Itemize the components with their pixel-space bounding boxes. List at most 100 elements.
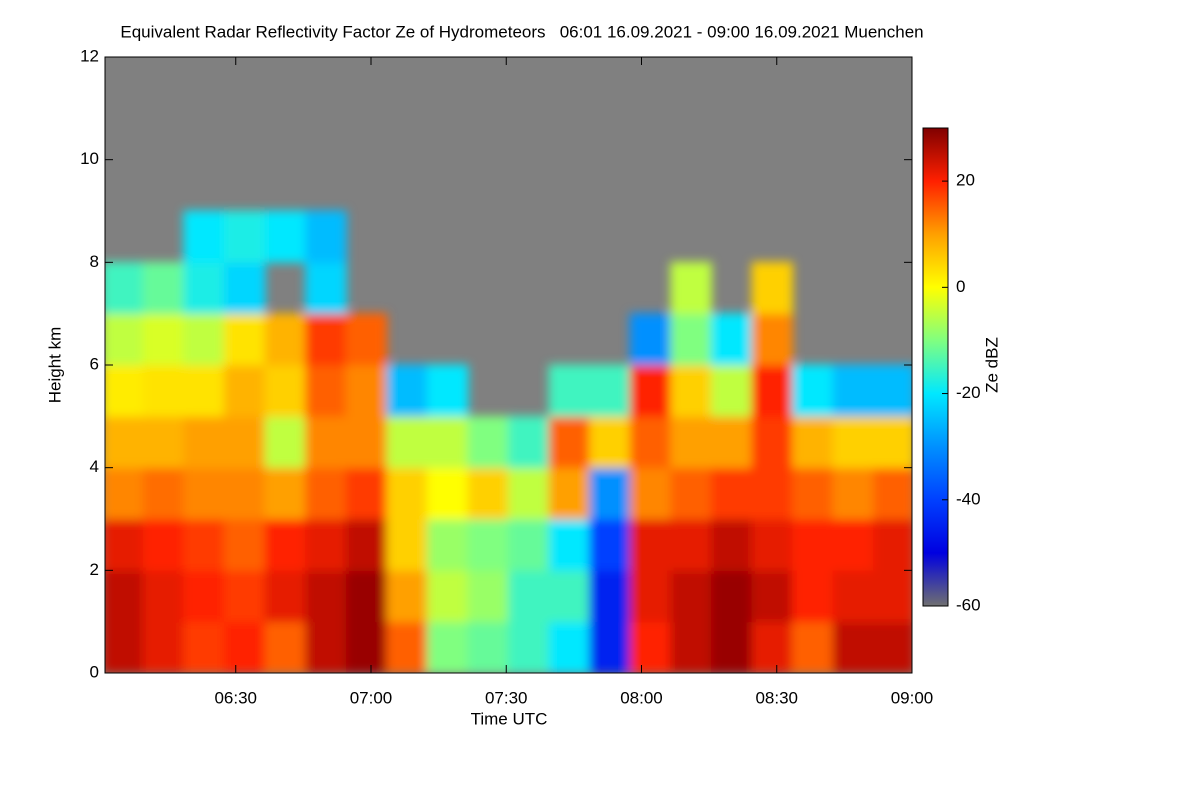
heatmap-cell bbox=[305, 621, 347, 673]
heatmap-cell bbox=[629, 569, 672, 623]
heatmap-cell bbox=[629, 621, 672, 673]
heatmap-cell bbox=[183, 313, 225, 366]
y-tick-label: 12 bbox=[80, 46, 99, 65]
heatmap-cell bbox=[142, 569, 185, 623]
heatmap-cell bbox=[105, 467, 144, 520]
heatmap-cell bbox=[670, 313, 712, 366]
heatmap-cell bbox=[467, 415, 509, 469]
heatmap-cell bbox=[305, 364, 347, 417]
colorbar bbox=[922, 127, 949, 607]
heatmap-cell bbox=[223, 313, 266, 366]
heatmap-cell bbox=[386, 415, 428, 469]
heatmap-cell bbox=[710, 364, 753, 417]
heatmap-cell bbox=[467, 621, 509, 673]
heatmap-cell bbox=[710, 415, 753, 469]
heatmap-cell bbox=[873, 364, 912, 417]
heatmap-cell bbox=[670, 261, 712, 315]
heatmap-cell bbox=[183, 569, 225, 623]
plot-area bbox=[105, 57, 912, 673]
heatmap-cell bbox=[873, 467, 912, 520]
heatmap-cell bbox=[183, 467, 225, 520]
colorbar-tick-label: 0 bbox=[956, 277, 965, 296]
heatmap-cell bbox=[589, 569, 631, 623]
heatmap-cell bbox=[264, 467, 307, 520]
heatmap-cell bbox=[508, 467, 550, 520]
heatmap-cell bbox=[426, 415, 469, 469]
heatmap-cell bbox=[426, 621, 469, 673]
y-tick-label: 6 bbox=[90, 354, 99, 373]
heatmap-cell bbox=[670, 415, 712, 469]
heatmap-cell bbox=[264, 415, 307, 469]
y-tick-label: 10 bbox=[80, 149, 99, 168]
heatmap-cell bbox=[264, 364, 307, 417]
heatmap-cell bbox=[873, 621, 912, 673]
heatmap-cell bbox=[105, 313, 144, 366]
heatmap-cell bbox=[548, 621, 591, 673]
heatmap-cell bbox=[426, 467, 469, 520]
x-tick-label: 09:00 bbox=[891, 688, 934, 707]
heatmap-cell bbox=[873, 518, 912, 571]
x-tick-label: 08:30 bbox=[755, 688, 798, 707]
heatmap-cell bbox=[345, 621, 388, 673]
heatmap-cell bbox=[710, 313, 753, 366]
heatmap-cell bbox=[223, 569, 266, 623]
heatmap-cell bbox=[142, 313, 185, 366]
heatmap-cell bbox=[105, 261, 144, 315]
heatmap-cell bbox=[223, 364, 266, 417]
heatmap-cell bbox=[223, 518, 266, 571]
heatmap-cell bbox=[142, 415, 185, 469]
heatmap-cell bbox=[670, 621, 712, 673]
heatmap-cell bbox=[629, 518, 672, 571]
heatmap-cell bbox=[183, 415, 225, 469]
heatmap-cell bbox=[426, 569, 469, 623]
heatmap-cell bbox=[223, 415, 266, 469]
heatmap-cell bbox=[629, 467, 672, 520]
heatmap-cell bbox=[710, 621, 753, 673]
heatmap-cell bbox=[305, 569, 347, 623]
heatmap-cell bbox=[264, 313, 307, 366]
heatmap-cell bbox=[345, 364, 388, 417]
heatmap-cell bbox=[832, 467, 875, 520]
heatmap-cell bbox=[345, 518, 388, 571]
heatmap-cell bbox=[629, 415, 672, 469]
heatmap-cell bbox=[508, 621, 550, 673]
x-axis-label: Time UTC bbox=[471, 709, 548, 728]
y-tick-label: 4 bbox=[90, 457, 99, 476]
heatmap-cell bbox=[467, 569, 509, 623]
heatmap-cell bbox=[751, 621, 794, 673]
heatmap-cell bbox=[670, 569, 712, 623]
heatmap-cell bbox=[386, 364, 428, 417]
colorbar-tick-label: 20 bbox=[956, 171, 975, 190]
heatmap-cell bbox=[589, 518, 631, 571]
heatmap-cell bbox=[264, 621, 307, 673]
heatmap-cell bbox=[629, 364, 672, 417]
heatmap-cell bbox=[751, 518, 794, 571]
heatmap-cell bbox=[183, 210, 225, 263]
heatmap-cell bbox=[548, 415, 591, 469]
heatmap-cell bbox=[223, 467, 266, 520]
heatmap-cell bbox=[264, 210, 307, 263]
colorbar-label: Ze dBZ bbox=[982, 337, 1001, 393]
heatmap-cell bbox=[142, 621, 185, 673]
heatmap-cell bbox=[105, 569, 144, 623]
y-tick-label: 2 bbox=[90, 560, 99, 579]
heatmap-cell bbox=[792, 621, 834, 673]
heatmap-cell bbox=[305, 467, 347, 520]
heatmap-cell bbox=[548, 569, 591, 623]
heatmap-cell bbox=[345, 569, 388, 623]
heatmap-cell bbox=[670, 364, 712, 417]
heatmap-cell bbox=[105, 621, 144, 673]
heatmap-cell bbox=[183, 621, 225, 673]
heatmap-cell bbox=[386, 621, 428, 673]
heatmap-cell bbox=[873, 415, 912, 469]
heatmap-cell bbox=[548, 518, 591, 571]
heatmap-cell bbox=[305, 518, 347, 571]
heatmap-cell bbox=[345, 313, 388, 366]
heatmap-cell bbox=[105, 415, 144, 469]
heatmap-cell bbox=[508, 569, 550, 623]
colorbar-tick-label: -60 bbox=[956, 595, 981, 614]
x-tick-label: 06:30 bbox=[214, 688, 257, 707]
heatmap-cell bbox=[386, 518, 428, 571]
heatmap-cell bbox=[792, 569, 834, 623]
colorbar-tick-label: -20 bbox=[956, 383, 981, 402]
